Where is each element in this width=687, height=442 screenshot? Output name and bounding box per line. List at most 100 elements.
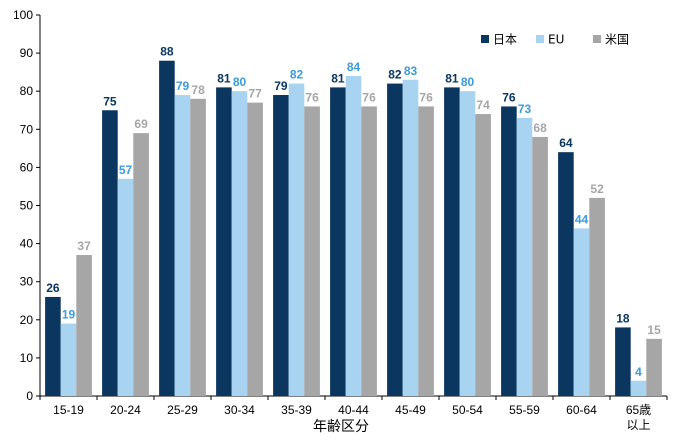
y-tick-label: 100 xyxy=(13,8,33,22)
y-tick-label: 40 xyxy=(20,237,34,251)
bar xyxy=(45,296,61,396)
bar-value-label: 82 xyxy=(388,68,402,82)
bars xyxy=(45,60,662,397)
bar-value-label: 37 xyxy=(77,239,91,253)
bar xyxy=(330,87,346,396)
y-tick-label: 70 xyxy=(20,122,34,136)
y-tick-label: 50 xyxy=(20,199,34,213)
x-category-label: 以上 xyxy=(626,418,650,432)
bar-value-label: 80 xyxy=(461,75,475,89)
bar-value-label: 84 xyxy=(347,60,361,74)
bar xyxy=(102,110,118,396)
bar-value-label: 74 xyxy=(476,98,490,112)
bar xyxy=(133,133,149,397)
bar-value-label: 76 xyxy=(305,90,319,104)
bar xyxy=(174,95,191,396)
x-category-label: 45-49 xyxy=(395,403,426,417)
bar-value-label: 64 xyxy=(559,136,573,150)
data-labels: 26 75 88 81 79 81 82 81 76 64 18 19 57 79 80 82 84 83 80 73… xyxy=(46,45,661,379)
bar xyxy=(630,380,647,396)
bar-value-label: 44 xyxy=(575,212,589,226)
bar-value-label: 81 xyxy=(445,71,459,85)
bar-value-label: 75 xyxy=(103,94,117,108)
bar-value-label: 82 xyxy=(290,68,304,82)
x-category-label: 15-19 xyxy=(53,403,84,417)
legend-label: 日本 xyxy=(493,33,517,47)
bar xyxy=(402,79,419,397)
bar xyxy=(516,117,533,397)
x-category-label: 50-54 xyxy=(452,403,483,417)
bar xyxy=(646,338,662,396)
bar xyxy=(345,75,362,397)
bar-value-label: 15 xyxy=(647,323,661,337)
y-tick-label: 80 xyxy=(20,84,34,98)
bar xyxy=(475,114,491,396)
bar-value-label: 73 xyxy=(518,102,532,116)
legend-swatch xyxy=(536,35,544,43)
bar-value-label: 76 xyxy=(419,90,433,104)
bar-value-label: 79 xyxy=(274,79,288,93)
bar xyxy=(288,83,305,396)
y-tick-label: 0 xyxy=(26,389,33,403)
bar-value-label: 18 xyxy=(616,311,630,325)
bar xyxy=(231,91,248,396)
bar xyxy=(361,106,377,396)
x-axis-title: 年齢区分 xyxy=(313,419,369,435)
bar xyxy=(247,102,263,396)
bar-value-label: 88 xyxy=(160,45,174,59)
bar xyxy=(573,228,590,396)
y-tick-label: 10 xyxy=(20,351,34,365)
bar xyxy=(459,91,476,396)
bar xyxy=(190,98,206,396)
bar xyxy=(117,178,134,396)
bar xyxy=(304,106,320,396)
bar xyxy=(273,95,289,396)
x-category-label: 60-64 xyxy=(566,403,597,417)
bar xyxy=(60,323,77,396)
bar-value-label: 76 xyxy=(502,90,516,104)
bar xyxy=(558,152,574,396)
bar-value-label: 26 xyxy=(46,281,60,295)
bar xyxy=(159,60,175,396)
bar-value-label: 69 xyxy=(134,117,148,131)
bar-value-label: 76 xyxy=(362,90,376,104)
bar xyxy=(589,197,605,396)
bar xyxy=(216,87,232,396)
x-category-label: 65歳 xyxy=(626,403,651,417)
y-tick-label: 30 xyxy=(20,275,34,289)
x-category-label: 30-34 xyxy=(224,403,255,417)
bar-value-label: 4 xyxy=(635,365,642,379)
x-category-label: 35-39 xyxy=(281,403,312,417)
bar-value-label: 77 xyxy=(248,87,262,101)
bar-value-label: 78 xyxy=(191,83,205,97)
bar-value-label: 81 xyxy=(217,71,231,85)
bar-value-label: 81 xyxy=(331,71,345,85)
bar-value-label: 83 xyxy=(404,64,418,78)
legend-swatch xyxy=(593,35,601,43)
x-category-label: 40-44 xyxy=(338,403,369,417)
x-category-label: 20-24 xyxy=(110,403,141,417)
bar xyxy=(615,327,631,396)
x-category-label: 25-29 xyxy=(167,403,198,417)
bar-value-label: 68 xyxy=(533,121,547,135)
legend-label: 米国 xyxy=(605,33,629,47)
legend-swatch xyxy=(481,35,489,43)
bar xyxy=(532,136,548,397)
bar-value-label: 52 xyxy=(590,182,604,196)
bar xyxy=(76,255,92,396)
bar xyxy=(418,106,434,396)
bar-value-label: 57 xyxy=(119,163,133,177)
y-tick-label: 60 xyxy=(20,160,34,174)
bar-value-label: 19 xyxy=(62,308,76,322)
y-tick-label: 20 xyxy=(20,313,34,327)
bar-value-label: 79 xyxy=(176,79,190,93)
legend: 日本 EU 米国 xyxy=(481,33,629,47)
bar xyxy=(387,83,403,396)
bar xyxy=(444,87,460,396)
legend-label: EU xyxy=(548,33,564,47)
y-tick-label: 90 xyxy=(20,46,34,60)
bar-value-label: 80 xyxy=(233,75,247,89)
axes: 0 10 20 30 40 50 60 70 80 90 100 15-19 20-24 25-29 30-… xyxy=(13,8,668,432)
